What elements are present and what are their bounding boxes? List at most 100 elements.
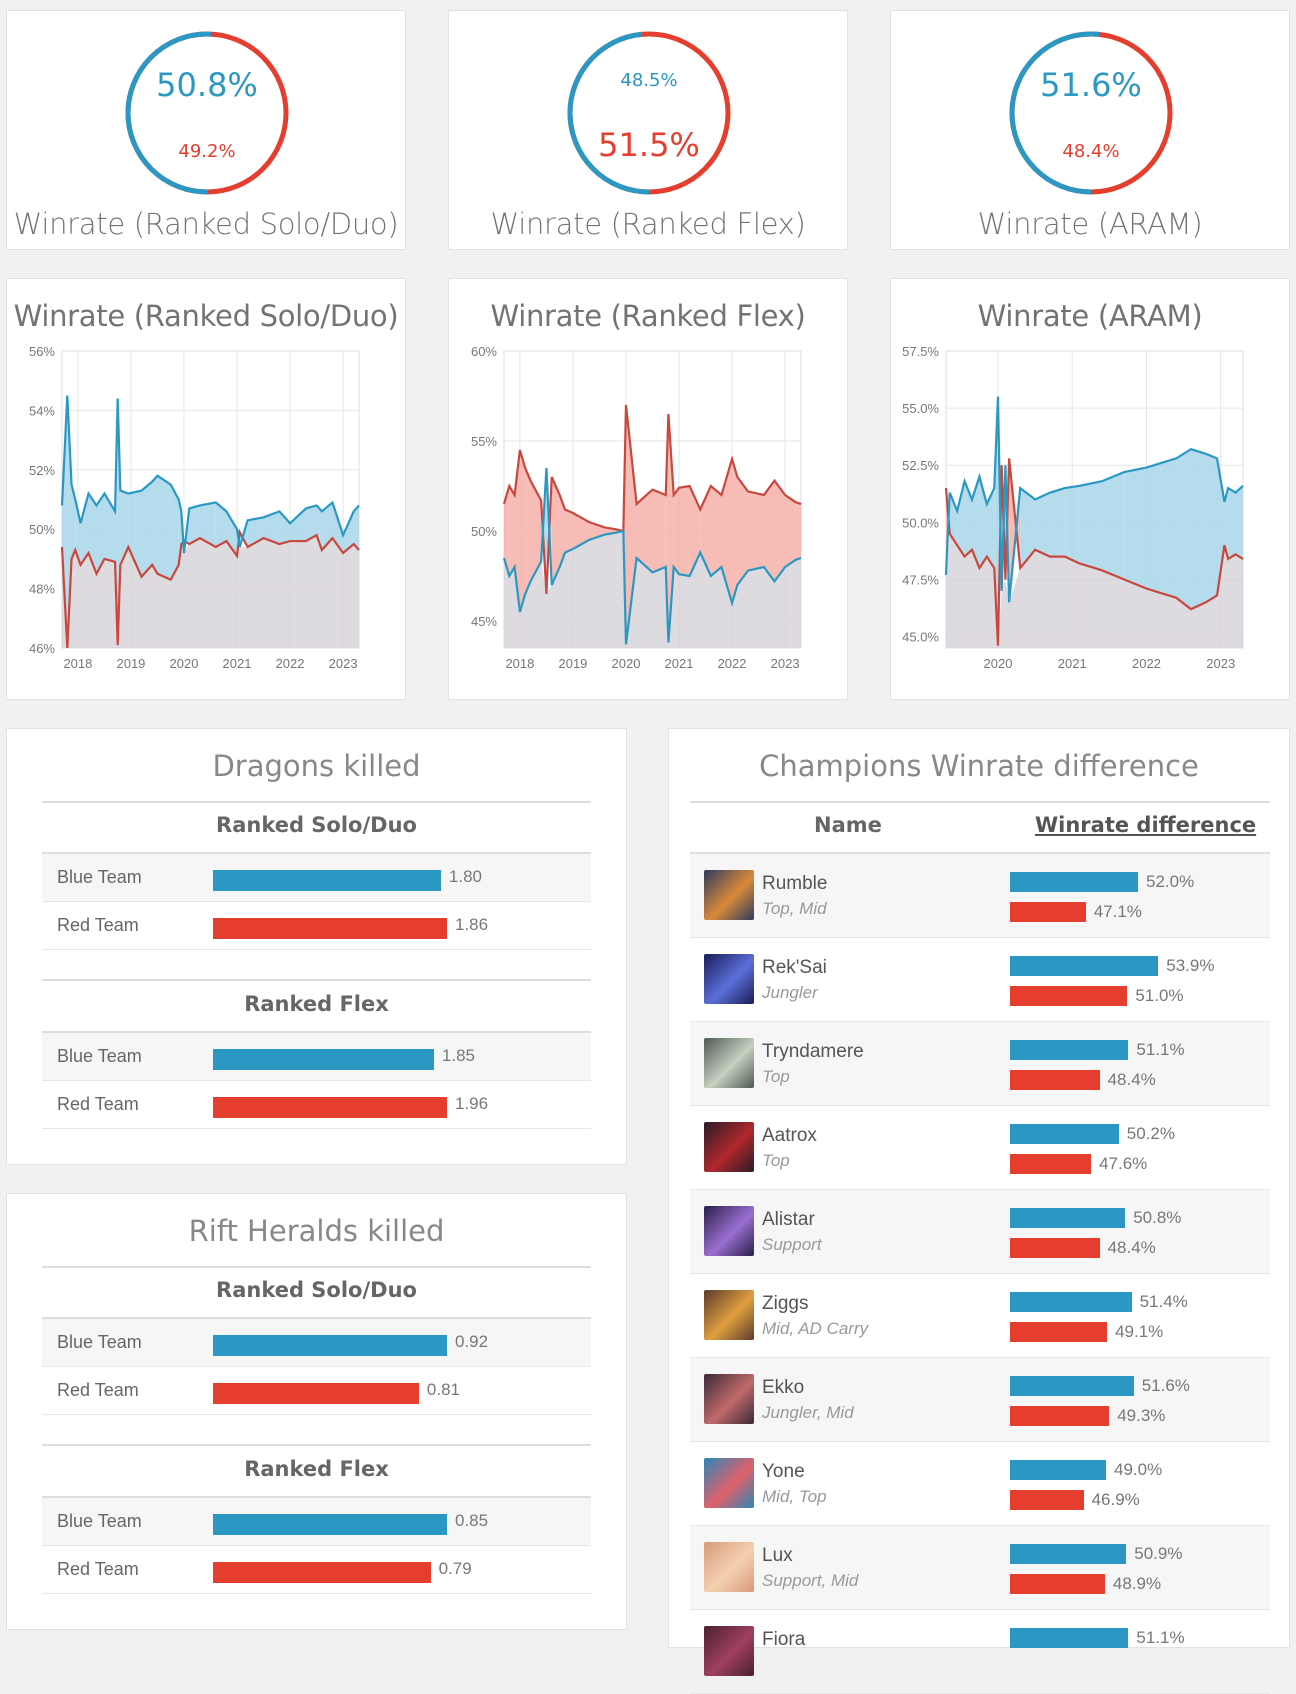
blue-winrate-bar <box>1010 1460 1106 1480</box>
champion-avatar <box>704 1122 754 1172</box>
group-title: Ranked Solo/Duo <box>216 1278 417 1302</box>
donut-label: Winrate (Ranked Solo/Duo) <box>13 207 399 241</box>
band-area <box>290 508 306 542</box>
column-header-winrate-difference[interactable]: Winrate difference <box>1035 813 1257 837</box>
band-area <box>559 495 565 567</box>
stat-row: Blue Team 0.92 <box>42 1319 591 1367</box>
red-winrate-bar <box>1010 1406 1110 1426</box>
champion-role: Jungler, Mid <box>762 1403 854 1422</box>
band-area <box>343 511 354 553</box>
band-area <box>170 484 179 580</box>
champion-name: Yone <box>762 1461 805 1482</box>
band-area <box>1146 462 1162 594</box>
blue-winrate-value: 52.0% <box>1146 872 1195 891</box>
champion-row[interactable]: Tryndamere Top 51.1% 48.4% <box>690 1022 1270 1106</box>
red-winrate-text: 51.5% <box>598 126 700 164</box>
champion-row[interactable]: Yone Mid, Top 49.0% 46.9% <box>690 1442 1270 1526</box>
divider <box>42 1444 591 1446</box>
red-winrate-bar <box>1010 1322 1108 1342</box>
divider <box>42 979 591 981</box>
donut-card-solo: 50.8% 49.2% Winrate (Ranked Solo/Duo) <box>6 10 406 250</box>
red-bar <box>213 1562 431 1583</box>
blue-winrate-text: 51.6% <box>1040 66 1142 104</box>
band-area <box>1161 458 1177 598</box>
divider <box>42 1496 591 1498</box>
band-area <box>504 486 510 576</box>
band-area <box>957 481 965 557</box>
chart-title: Winrate (Ranked Flex) <box>490 299 806 333</box>
band-area <box>737 477 748 585</box>
band-area <box>949 492 958 546</box>
band-area <box>572 513 589 549</box>
band-area <box>1124 467 1147 589</box>
band-area <box>673 487 680 575</box>
stat-row: Red Team 0.81 <box>42 1367 591 1415</box>
chart-title: Winrate (ARAM) <box>977 299 1203 333</box>
band-area <box>199 502 216 548</box>
band-area <box>564 509 573 553</box>
champions-card: Champions Winrate difference Name Winrat… <box>668 728 1290 1694</box>
dragons-card: Dragons killed Ranked Solo/Duo Blue Team… <box>6 728 627 1165</box>
x-tick-label: 2022 <box>1132 656 1161 671</box>
heralds-card: Rift Heralds killed Ranked Solo/Duo Blue… <box>6 1193 627 1630</box>
band-area <box>80 493 89 565</box>
band-area <box>763 480 775 582</box>
team-label: Blue Team <box>57 1046 142 1066</box>
champion-name: Ekko <box>762 1377 805 1398</box>
blue-winrate-bar <box>1010 1544 1127 1564</box>
line-chart-card-aram: Winrate (ARAM) 57.5% 55.0% 52.5% 50.0% 47.5%… <box>890 278 1290 700</box>
champion-row[interactable]: Ziggs Mid, AD Carry 51.4% 49.1% <box>690 1274 1270 1358</box>
band-area <box>1035 492 1050 557</box>
champion-avatar <box>704 870 754 920</box>
team-label: Red Team <box>57 915 139 935</box>
band-area <box>71 484 76 559</box>
x-tick-label: 2019 <box>558 656 587 671</box>
champion-role: Support <box>762 1235 822 1254</box>
champion-avatar <box>704 1626 754 1676</box>
band-area <box>62 395 68 648</box>
blue-winrate-value: 53.9% <box>1166 956 1215 975</box>
champion-row[interactable]: Rek'Sai Jungler 53.9% 51.0% <box>690 938 1270 1022</box>
blue-winrate-value: 51.4% <box>1139 1292 1188 1311</box>
champion-row[interactable]: Lux Support, Mid 50.9% 48.9% <box>690 1526 1270 1610</box>
band-area <box>689 486 701 576</box>
band-area <box>104 493 116 562</box>
donut-card-flex: 48.5% 51.5% Winrate (Ranked Flex) <box>448 10 848 250</box>
band-area <box>710 486 722 576</box>
group-title: Ranked Flex <box>244 992 389 1016</box>
y-tick-label: 48% <box>29 582 55 597</box>
band-area <box>1079 481 1102 571</box>
team-label: Blue Team <box>57 867 142 887</box>
band-area <box>1064 485 1080 564</box>
column-header-name[interactable]: Name <box>814 813 882 837</box>
champion-row[interactable]: Rumble Top, Mid 52.0% 47.1% <box>690 854 1270 938</box>
blue-bar <box>213 1514 447 1535</box>
band-area <box>1049 488 1065 557</box>
x-tick-label: 2020 <box>612 656 641 671</box>
champion-row[interactable]: Alistar Support 50.8% 48.4% <box>690 1190 1270 1274</box>
blue-winrate-bar <box>1010 1208 1126 1228</box>
band-area <box>652 489 666 573</box>
blue-arc <box>1009 31 1173 195</box>
lower-area <box>62 535 359 648</box>
band-area <box>679 486 690 576</box>
divider <box>42 1031 591 1033</box>
band-area <box>986 488 995 569</box>
bar-value: 1.86 <box>455 915 489 934</box>
card-title: Dragons killed <box>212 749 421 783</box>
blue-winrate-bar <box>1010 956 1159 976</box>
stat-row: Red Team 1.86 <box>42 902 591 950</box>
blue-winrate-bar <box>1010 1376 1134 1396</box>
champion-row[interactable]: Aatrox Top 50.2% 47.6% <box>690 1106 1270 1190</box>
band-area <box>305 505 317 542</box>
stat-row: Red Team 0.79 <box>42 1546 591 1594</box>
champion-avatar <box>704 1458 754 1508</box>
band-area <box>353 505 359 550</box>
champion-row[interactable]: Fiora 51.1% <box>690 1610 1270 1694</box>
red-winrate-bar <box>1010 1574 1105 1594</box>
champion-row[interactable]: Ekko Jungler, Mid 51.6% 49.3% <box>690 1358 1270 1442</box>
blue-winrate-bar <box>1010 1292 1132 1312</box>
blue-arc <box>567 31 731 195</box>
band-area <box>636 489 653 573</box>
champion-role: Mid, AD Carry <box>762 1319 869 1338</box>
